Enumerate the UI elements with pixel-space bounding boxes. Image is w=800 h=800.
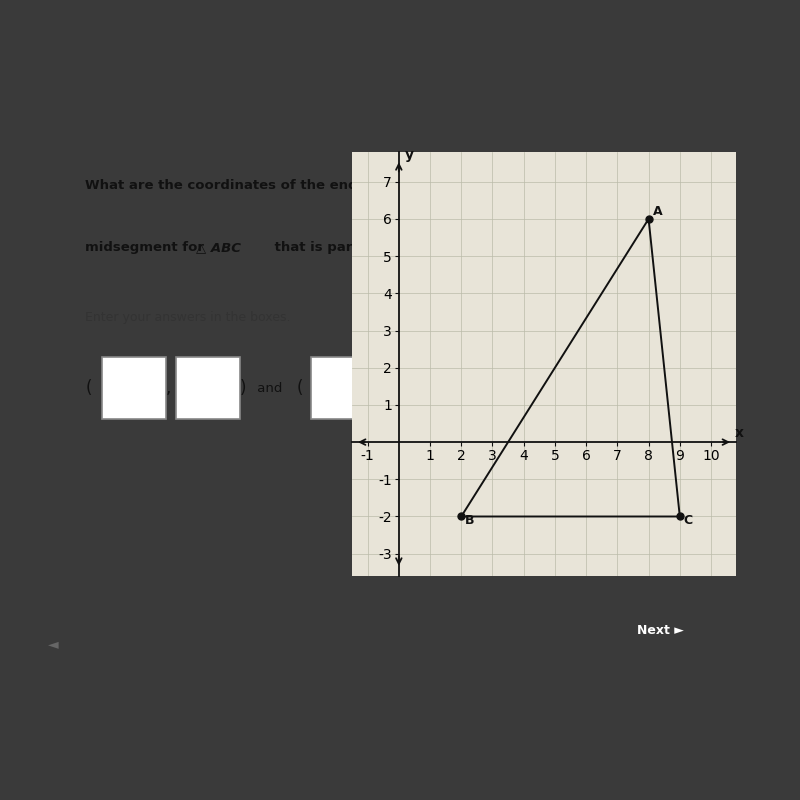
- Text: and: and: [254, 382, 287, 394]
- Text: ,: ,: [166, 379, 171, 397]
- Text: ,: ,: [374, 379, 380, 397]
- Text: ): ): [448, 379, 455, 397]
- Text: B: B: [464, 514, 474, 527]
- Text: ): ): [240, 379, 246, 397]
- Text: A: A: [654, 206, 663, 218]
- Text: Next ►: Next ►: [637, 623, 683, 637]
- FancyBboxPatch shape: [176, 358, 240, 419]
- Text: ◄: ◄: [48, 637, 58, 651]
- Text: What are the coordinates of the endpoints of the: What are the coordinates of the endpoint…: [86, 179, 454, 192]
- Text: C: C: [683, 514, 692, 527]
- Text: BC: BC: [435, 241, 454, 254]
- FancyBboxPatch shape: [385, 358, 448, 419]
- Text: (: (: [297, 379, 303, 397]
- Text: that is parallel to: that is parallel to: [270, 241, 410, 254]
- Text: ?: ?: [461, 241, 468, 254]
- Text: △ ABC: △ ABC: [196, 241, 242, 254]
- Text: midsegment for: midsegment for: [86, 241, 209, 254]
- Text: (: (: [86, 379, 92, 397]
- Text: x: x: [734, 426, 743, 439]
- FancyBboxPatch shape: [102, 358, 166, 419]
- Text: y: y: [405, 149, 414, 162]
- Text: Enter your answers in the boxes.: Enter your answers in the boxes.: [86, 311, 291, 324]
- FancyBboxPatch shape: [310, 358, 374, 419]
